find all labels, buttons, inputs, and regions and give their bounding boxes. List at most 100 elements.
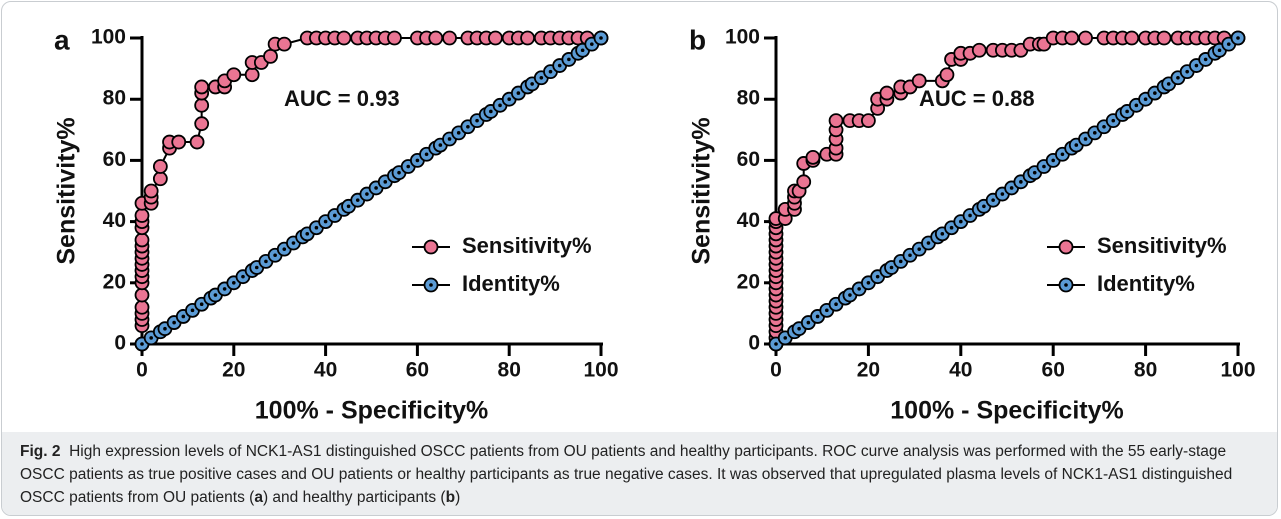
point-center [898, 259, 903, 264]
point [143, 183, 159, 199]
point [189, 134, 205, 150]
point [152, 171, 168, 187]
point [1156, 30, 1172, 46]
point [134, 287, 150, 303]
point-center [498, 103, 502, 108]
y-tick-label: 40 [737, 209, 760, 232]
point-center [273, 253, 277, 258]
legend-marker [1058, 239, 1074, 255]
x-tick-label: 20 [222, 359, 245, 382]
x-tick-label: 0 [136, 359, 148, 382]
point [879, 85, 895, 101]
point-center [968, 213, 972, 218]
point-center [190, 308, 195, 313]
x-tick-label: 40 [949, 359, 972, 382]
y-tick-label: 20 [737, 270, 760, 293]
annotation: AUC = 0.88 [919, 86, 1035, 111]
point-center [332, 213, 337, 218]
point-center [848, 293, 852, 297]
point-center [908, 253, 912, 258]
point-center [365, 192, 369, 196]
caption-text: b [445, 489, 456, 506]
y-tick-label: 0 [114, 332, 126, 355]
point-center [875, 274, 880, 279]
point-center [1236, 36, 1240, 40]
point [805, 149, 821, 165]
point-center [282, 247, 287, 251]
point-center [397, 170, 401, 175]
point-center [438, 143, 443, 147]
point-center [834, 302, 838, 307]
point-center [383, 180, 388, 184]
point-center [172, 320, 176, 325]
legend-marker-center [1064, 283, 1068, 287]
point-center [599, 36, 603, 40]
point-center [305, 232, 310, 236]
y-tick-label: 60 [103, 148, 126, 171]
point-center [774, 342, 778, 346]
point-center [323, 219, 328, 224]
point-center [949, 225, 954, 230]
point-center [213, 293, 218, 297]
point [134, 208, 150, 223]
caption-text: ) and healthy participants ( [262, 489, 446, 506]
point [520, 30, 535, 46]
point-center [1176, 75, 1180, 80]
point-center [557, 63, 562, 68]
point-center [1217, 48, 1222, 53]
point [134, 232, 150, 248]
point [1124, 30, 1140, 46]
point-center [355, 198, 360, 202]
y-tick-label: 60 [737, 148, 760, 171]
point-center [466, 124, 470, 129]
point-center [530, 82, 534, 86]
y-tick-label: 100 [725, 26, 760, 49]
point-center [1166, 82, 1171, 86]
x-axis-title: 100% - Specificity% [255, 397, 488, 425]
point-center [149, 336, 153, 340]
point [244, 67, 260, 83]
point-center [314, 225, 319, 230]
point-center [815, 314, 820, 319]
point-center [982, 204, 986, 209]
x-tick-label: 80 [1134, 359, 1157, 382]
point-center [917, 247, 922, 251]
point-center [1074, 143, 1079, 147]
point-center [580, 48, 585, 53]
point-center [926, 241, 931, 245]
point-center [181, 314, 186, 319]
point [911, 73, 927, 89]
point-center [1203, 57, 1208, 62]
x-tick-label: 0 [770, 359, 782, 382]
point-center [475, 118, 479, 123]
point-center [1111, 118, 1116, 123]
caption: Fig. 2 High expression levels of NCK1-AS… [2, 432, 1277, 515]
x-tick-label: 80 [498, 359, 521, 382]
point-center [424, 152, 429, 157]
y-tick-label: 40 [103, 209, 126, 232]
point [971, 42, 987, 58]
point-center [1019, 180, 1023, 184]
point-center [1134, 103, 1139, 108]
point-center [539, 75, 544, 80]
point-center [1153, 91, 1157, 95]
legend-label: Sensitivity% [462, 233, 592, 258]
point [387, 30, 402, 46]
point-center [1092, 131, 1097, 135]
point [828, 113, 844, 129]
y-axis-title: Sensitivity% [53, 117, 81, 264]
point [1064, 30, 1080, 46]
point-center [222, 287, 227, 291]
point-center [254, 265, 259, 270]
y-tick-label: 80 [103, 87, 126, 110]
x-tick-label: 100 [1220, 359, 1255, 382]
point-center [406, 164, 411, 169]
point-center [806, 320, 811, 325]
legend-label: Identity% [1097, 271, 1195, 296]
point [171, 134, 187, 150]
legend-marker-center [429, 283, 433, 287]
point [194, 79, 210, 95]
point-center [567, 57, 571, 62]
point [488, 30, 503, 46]
point-center [783, 336, 788, 340]
